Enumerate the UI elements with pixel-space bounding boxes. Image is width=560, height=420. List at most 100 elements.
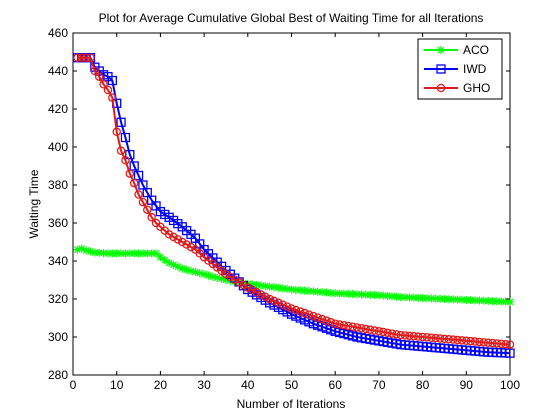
data-point-gho: [457, 336, 467, 345]
series-gho: [73, 53, 515, 349]
data-point-gho: [247, 285, 257, 295]
data-point-iwd: [505, 348, 515, 358]
x-tick-label: 50: [285, 378, 299, 392]
y-tick-label: 460: [48, 26, 68, 40]
data-point-gho: [374, 327, 384, 336]
data-point-gho: [492, 339, 502, 348]
chart-title: Plot for Average Cumulative Global Best …: [99, 11, 484, 25]
data-point-aco: [484, 296, 493, 305]
data-point-gho: [497, 339, 506, 349]
data-point-gho: [103, 85, 113, 95]
data-point-aco: [95, 248, 104, 257]
data-point-aco: [208, 272, 217, 281]
data-point-aco: [366, 290, 375, 299]
data-point-aco: [261, 282, 270, 291]
data-point-aco: [125, 249, 134, 258]
data-point-gho: [99, 80, 108, 89]
y-tick-label: 380: [48, 178, 68, 192]
data-point-gho: [427, 333, 436, 343]
x-tick-label: 60: [329, 378, 343, 392]
data-point-aco: [265, 282, 274, 291]
data-point-aco: [221, 276, 230, 284]
data-point-aco: [86, 247, 95, 256]
data-point-aco: [304, 287, 313, 296]
data-point-gho: [129, 178, 139, 188]
data-point-aco: [431, 294, 440, 303]
data-point-aco: [138, 249, 147, 258]
data-point-gho: [357, 324, 366, 333]
data-point-gho: [269, 296, 279, 306]
legend-label: GHO: [463, 81, 490, 95]
data-point-gho: [475, 337, 484, 347]
legend-label: IWD: [463, 62, 487, 76]
data-point-gho: [418, 332, 427, 342]
data-point-gho: [483, 338, 493, 347]
data-point-aco: [405, 293, 414, 302]
series-layer: [72, 53, 515, 358]
legend-marker: [437, 46, 445, 54]
data-point-gho: [239, 280, 248, 290]
y-tick-label: 440: [48, 64, 68, 78]
data-point-aco: [497, 297, 506, 306]
data-point-aco: [440, 295, 449, 303]
data-point-gho: [435, 334, 445, 343]
data-point-aco: [383, 291, 392, 300]
data-point-aco: [200, 270, 209, 279]
data-point-gho: [73, 53, 82, 62]
data-point-aco: [475, 296, 484, 305]
data-point-aco: [143, 249, 152, 258]
data-point-aco: [331, 289, 340, 298]
data-point-gho: [86, 53, 95, 62]
data-point-aco: [466, 296, 475, 305]
data-point-gho: [304, 310, 314, 319]
data-point-gho: [422, 333, 432, 342]
data-point-gho: [344, 321, 353, 331]
data-point-aco: [90, 248, 99, 257]
data-point-aco: [77, 244, 86, 253]
data-point-aco: [501, 297, 510, 306]
data-point-gho: [365, 325, 375, 335]
axis-layer: 0 10 20 30 40 50 60 70 80 90 100 280 300 320 340 360 380…: [48, 26, 520, 392]
data-point-aco: [418, 294, 427, 303]
data-point-aco: [374, 291, 383, 300]
data-point-aco: [117, 249, 126, 258]
data-point-aco: [444, 295, 453, 304]
data-point-gho: [505, 340, 515, 349]
x-tick-label: 20: [154, 378, 168, 392]
data-point-aco: [348, 290, 357, 299]
data-point-aco: [422, 294, 431, 303]
data-point-gho: [77, 53, 86, 62]
data-point-aco: [169, 260, 178, 269]
data-point-gho: [501, 339, 510, 349]
data-point-aco: [73, 245, 82, 254]
data-point-aco: [313, 287, 322, 296]
data-point-aco: [191, 268, 200, 277]
data-point-gho: [81, 53, 91, 62]
data-point-gho: [335, 320, 344, 329]
data-point-aco: [278, 284, 287, 293]
data-point-gho: [173, 235, 183, 244]
data-point-gho: [339, 320, 349, 330]
data-point-gho: [444, 335, 454, 344]
series-iwd: [72, 53, 515, 358]
data-point-gho: [177, 237, 187, 247]
data-point-aco: [388, 292, 397, 301]
data-point-aco: [256, 281, 265, 290]
data-point-gho: [221, 270, 231, 279]
data-point-aco: [252, 280, 261, 289]
data-point-aco: [182, 265, 191, 274]
legend-item-aco: ACO: [424, 43, 489, 57]
data-point-aco: [112, 249, 121, 258]
data-point-gho: [182, 240, 191, 249]
data-point-aco: [453, 295, 462, 304]
data-point-aco: [427, 294, 436, 303]
data-point-aco: [108, 249, 117, 258]
data-point-aco: [457, 295, 466, 304]
legend: ACO IWD GHO: [417, 38, 503, 100]
legend-marker: [436, 64, 446, 74]
data-point-gho: [300, 308, 309, 318]
data-point-gho: [234, 278, 244, 287]
data-point-iwd: [120, 132, 131, 143]
data-point-aco: [248, 280, 257, 289]
data-point-gho: [121, 156, 130, 165]
